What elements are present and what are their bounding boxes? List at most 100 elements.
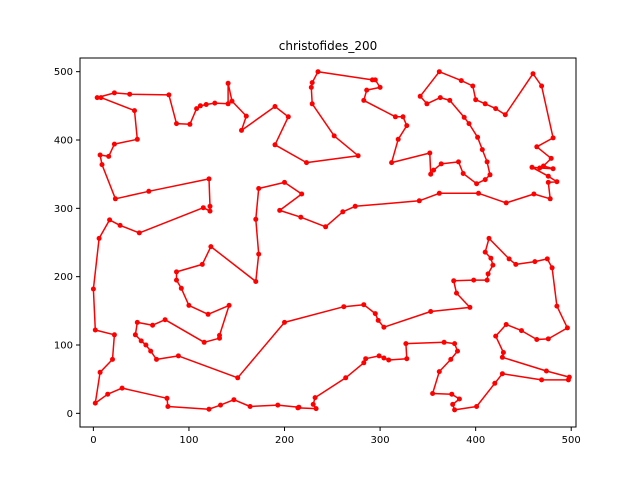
x-tick-label: 500 [562,435,581,446]
tour-point [386,357,392,363]
tour-point [417,93,423,99]
tour-point [363,356,369,362]
tour-point [547,196,553,202]
tour-point [471,277,477,283]
tour-point [309,101,315,107]
tour-point [205,311,211,317]
tour-point [226,302,232,308]
y-tick-label: 200 [54,272,73,283]
tour-point [272,142,278,148]
tour-point [534,337,540,342]
tour-point [206,406,212,412]
tour-point [143,342,149,348]
tour-point [404,123,410,129]
tour-point [381,355,387,361]
tour-point [493,333,499,339]
tour-point [136,230,142,236]
tour-point [206,176,212,182]
tour-point [309,80,315,86]
tour-point [454,290,459,296]
tour-point [372,77,378,83]
tour-point [530,71,536,77]
tour-point [175,353,181,359]
tour-point [186,302,192,308]
tour-point [375,317,381,323]
tour-point [132,332,138,338]
tour-point [218,402,223,408]
tour-point [492,380,498,386]
tour-point [352,203,358,209]
tour-point [217,335,222,341]
tour-point [208,244,214,250]
tour-point [452,341,458,347]
tour-point [361,302,367,308]
tour-point [207,208,213,214]
tour-point [436,369,442,375]
tour-point [450,401,456,407]
tour-point [165,404,171,409]
tour-point [203,102,209,107]
tour-point [275,402,281,408]
y-tick-label: 0 [67,409,73,420]
tour-point [315,69,321,75]
tour-point [441,339,447,345]
x-tick-label: 100 [179,435,198,446]
tour-point [178,285,184,291]
tour-point [486,235,492,241]
tour-point [98,95,104,101]
tour-point [99,162,105,168]
tour-point [285,114,291,120]
tour-point [456,396,462,402]
tour-point [377,84,383,90]
tour-point [550,166,556,172]
tour-point [282,179,287,185]
tour-point [502,112,508,118]
tour-point [564,325,570,331]
tour-point [162,317,168,323]
tour-point [436,190,442,196]
tour-point [92,400,98,406]
tour-point [111,332,117,338]
tour-point [243,113,249,119]
tour-point [554,179,560,185]
tour-point [105,391,111,397]
tour-point [532,259,538,265]
tour-point [448,356,454,362]
tour-point [323,224,329,230]
tour-point [361,97,367,103]
tour-point [539,83,545,89]
tour-point [225,101,231,107]
tour-point [256,251,262,257]
tour-point [404,356,410,362]
tour-point [225,80,231,86]
tour-point [554,303,560,309]
tour-point [355,153,361,159]
plot-content [90,69,572,413]
tour-point [474,404,480,409]
tour-point [117,222,123,228]
tour-point [92,327,98,333]
tour-point [164,395,170,401]
tour-point [488,255,494,261]
tour-point [272,104,278,109]
tour-point [438,161,444,167]
tour-point [475,134,481,140]
tour-point [253,216,259,222]
tour-point [403,341,409,347]
tour-point [312,395,318,401]
tour-point [460,171,466,176]
tour-point [200,205,206,211]
tour-point [376,353,382,359]
tour-point [313,406,319,412]
tour-point [519,328,524,334]
tour-point [201,339,207,345]
tour-point [277,207,283,213]
tour-point [247,404,253,409]
x-tick-label: 200 [275,435,294,446]
tour-point [545,173,551,179]
tour-point [484,159,490,165]
tour-point [253,279,259,284]
tour-point [340,209,346,215]
